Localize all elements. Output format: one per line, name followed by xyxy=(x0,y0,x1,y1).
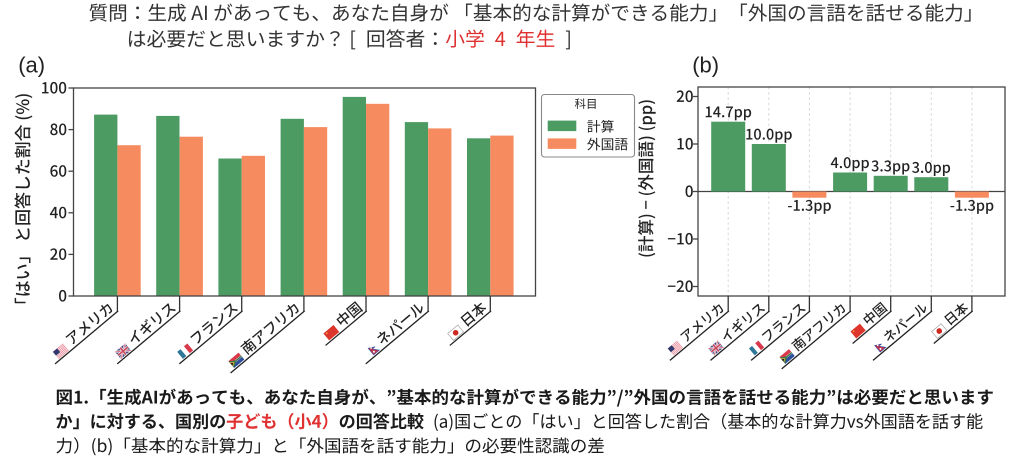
svg-text:(a): (a) xyxy=(18,53,45,78)
svg-text:(b): (b) xyxy=(692,53,719,78)
